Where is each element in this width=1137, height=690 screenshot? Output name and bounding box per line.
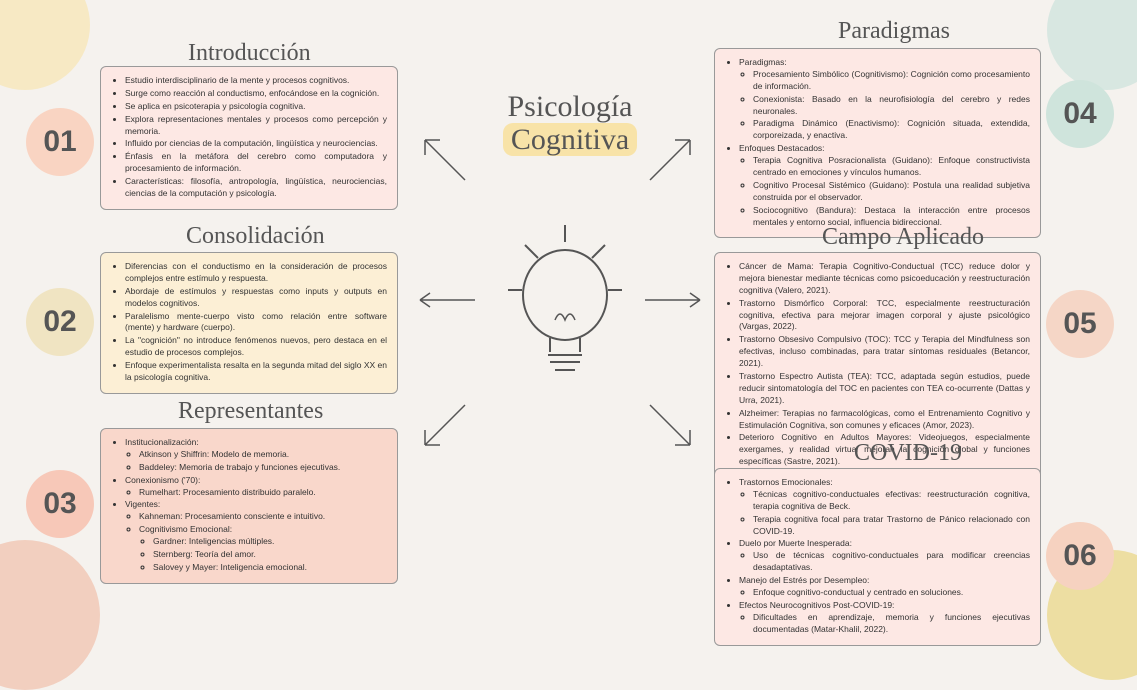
list-item: Cognitivismo Emocional:Gardner: Intelige… bbox=[139, 524, 387, 574]
heading-5: Campo Aplicado bbox=[822, 224, 984, 251]
heading-3: Representantes bbox=[178, 398, 323, 425]
list-item: Trastorno Dismórfico Corporal: TCC, espe… bbox=[739, 298, 1030, 334]
arrow bbox=[415, 290, 480, 310]
list-item: Conexionismo ('70):Rumelhart: Procesamie… bbox=[125, 475, 387, 499]
arrow bbox=[640, 130, 700, 190]
decor-blob bbox=[0, 0, 90, 90]
title-line2: Cognitiva bbox=[503, 123, 637, 156]
arrow bbox=[415, 130, 475, 190]
list-item: Dificultades en aprendizaje, memoria y f… bbox=[753, 612, 1030, 636]
arrow bbox=[640, 395, 700, 455]
decor-blob bbox=[1047, 0, 1137, 90]
card-1: Estudio interdisciplinario de la mente y… bbox=[100, 66, 398, 210]
list-item: Salovey y Mayer: Inteligencia emocional. bbox=[153, 562, 387, 574]
list-item: Baddeley: Memoria de trabajo y funciones… bbox=[139, 462, 387, 474]
list-item: Efectos Neurocognitivos Post-COVID-19:Di… bbox=[739, 600, 1030, 636]
list-item: Uso de técnicas cognitivo-conductuales p… bbox=[753, 550, 1030, 574]
list-item: Duelo por Muerte Inesperada:Uso de técni… bbox=[739, 538, 1030, 574]
list-item: Paradigmas:Procesamiento Simbólico (Cogn… bbox=[739, 57, 1030, 142]
list-item: Vigentes:Kahneman: Procesamiento conscie… bbox=[125, 499, 387, 573]
heading-1: Introducción bbox=[188, 40, 311, 67]
list-item: Gardner: Inteligencias múltiples. bbox=[153, 536, 387, 548]
list-item: Sternberg: Teoría del amor. bbox=[153, 549, 387, 561]
list-item: La "cognición" no introduce fenómenos nu… bbox=[125, 335, 387, 359]
list-item: Técnicas cognitivo-conductuales efectiva… bbox=[753, 489, 1030, 513]
decor-blob bbox=[0, 540, 100, 690]
list-item: Terapia cognitiva focal para tratar Tras… bbox=[753, 514, 1030, 538]
lightbulb-icon bbox=[500, 220, 630, 380]
heading-2: Consolidación bbox=[186, 223, 325, 250]
card-3: Institucionalización:Atkinson y Shiffrin… bbox=[100, 428, 398, 584]
list-item: Conexionista: Basado en la neurofisiolog… bbox=[753, 94, 1030, 118]
num-4: 04 bbox=[1046, 80, 1114, 148]
card-4: Paradigmas:Procesamiento Simbólico (Cogn… bbox=[714, 48, 1041, 238]
list-item: Trastorno Obsesivo Compulsivo (TOC): TCC… bbox=[739, 334, 1030, 370]
heading-6: COVID-19 bbox=[854, 440, 962, 467]
list-item: Surge como reacción al conductismo, enfo… bbox=[125, 88, 387, 100]
list-item: Paralelismo mente-cuerpo visto como rela… bbox=[125, 311, 387, 335]
list-item: Institucionalización:Atkinson y Shiffrin… bbox=[125, 437, 387, 474]
list-item: Terapia Cognitiva Posracionalista (Guida… bbox=[753, 155, 1030, 179]
arrow bbox=[415, 395, 475, 455]
num-3: 03 bbox=[26, 470, 94, 538]
list-item: Énfasis en la metáfora del cerebro como … bbox=[125, 151, 387, 175]
list-item: Cognitivo Procesal Sistémico (Guidano): … bbox=[753, 180, 1030, 204]
list-item: Abordaje de estímulos y respuestas como … bbox=[125, 286, 387, 310]
list-item: Explora representaciones mentales y proc… bbox=[125, 114, 387, 138]
card-6: Trastornos Emocionales:Técnicas cognitiv… bbox=[714, 468, 1041, 646]
list-item: Trastornos Emocionales:Técnicas cognitiv… bbox=[739, 477, 1030, 537]
list-item: Influido por ciencias de la computación,… bbox=[125, 138, 387, 150]
list-item: Paradigma Dinámico (Enactivismo): Cognic… bbox=[753, 118, 1030, 142]
arrow bbox=[640, 290, 705, 310]
list-item: Procesamiento Simbólico (Cognitivismo): … bbox=[753, 69, 1030, 93]
list-item: Enfoque cognitivo-conductual y centrado … bbox=[753, 587, 1030, 599]
list-item: Atkinson y Shiffrin: Modelo de memoria. bbox=[139, 449, 387, 461]
list-item: Cáncer de Mama: Terapia Cognitivo-Conduc… bbox=[739, 261, 1030, 297]
list-item: Enfoque experimentalista resalta en la s… bbox=[125, 360, 387, 384]
title-line1: Psicología bbox=[460, 90, 680, 123]
num-5: 05 bbox=[1046, 290, 1114, 358]
list-item: Alzheimer: Terapias no farmacológicas, c… bbox=[739, 408, 1030, 432]
list-item: Trastorno Espectro Autista (TEA): TCC, a… bbox=[739, 371, 1030, 407]
list-item: Rumelhart: Procesamiento distribuido par… bbox=[139, 487, 387, 499]
card-2: Diferencias con el conductismo en la con… bbox=[100, 252, 398, 394]
list-item: Diferencias con el conductismo en la con… bbox=[125, 261, 387, 285]
list-item: Manejo del Estrés por Desempleo:Enfoque … bbox=[739, 575, 1030, 599]
list-item: Enfoques Destacados:Terapia Cognitiva Po… bbox=[739, 143, 1030, 228]
num-6: 06 bbox=[1046, 522, 1114, 590]
list-item: Kahneman: Procesamiento consciente e int… bbox=[139, 511, 387, 523]
heading-4: Paradigmas bbox=[838, 18, 950, 45]
num-2: 02 bbox=[26, 288, 94, 356]
list-item: Características: filosofía, antropología… bbox=[125, 176, 387, 200]
list-item: Estudio interdisciplinario de la mente y… bbox=[125, 75, 387, 87]
list-item: Se aplica en psicoterapia y psicología c… bbox=[125, 101, 387, 113]
num-1: 01 bbox=[26, 108, 94, 176]
